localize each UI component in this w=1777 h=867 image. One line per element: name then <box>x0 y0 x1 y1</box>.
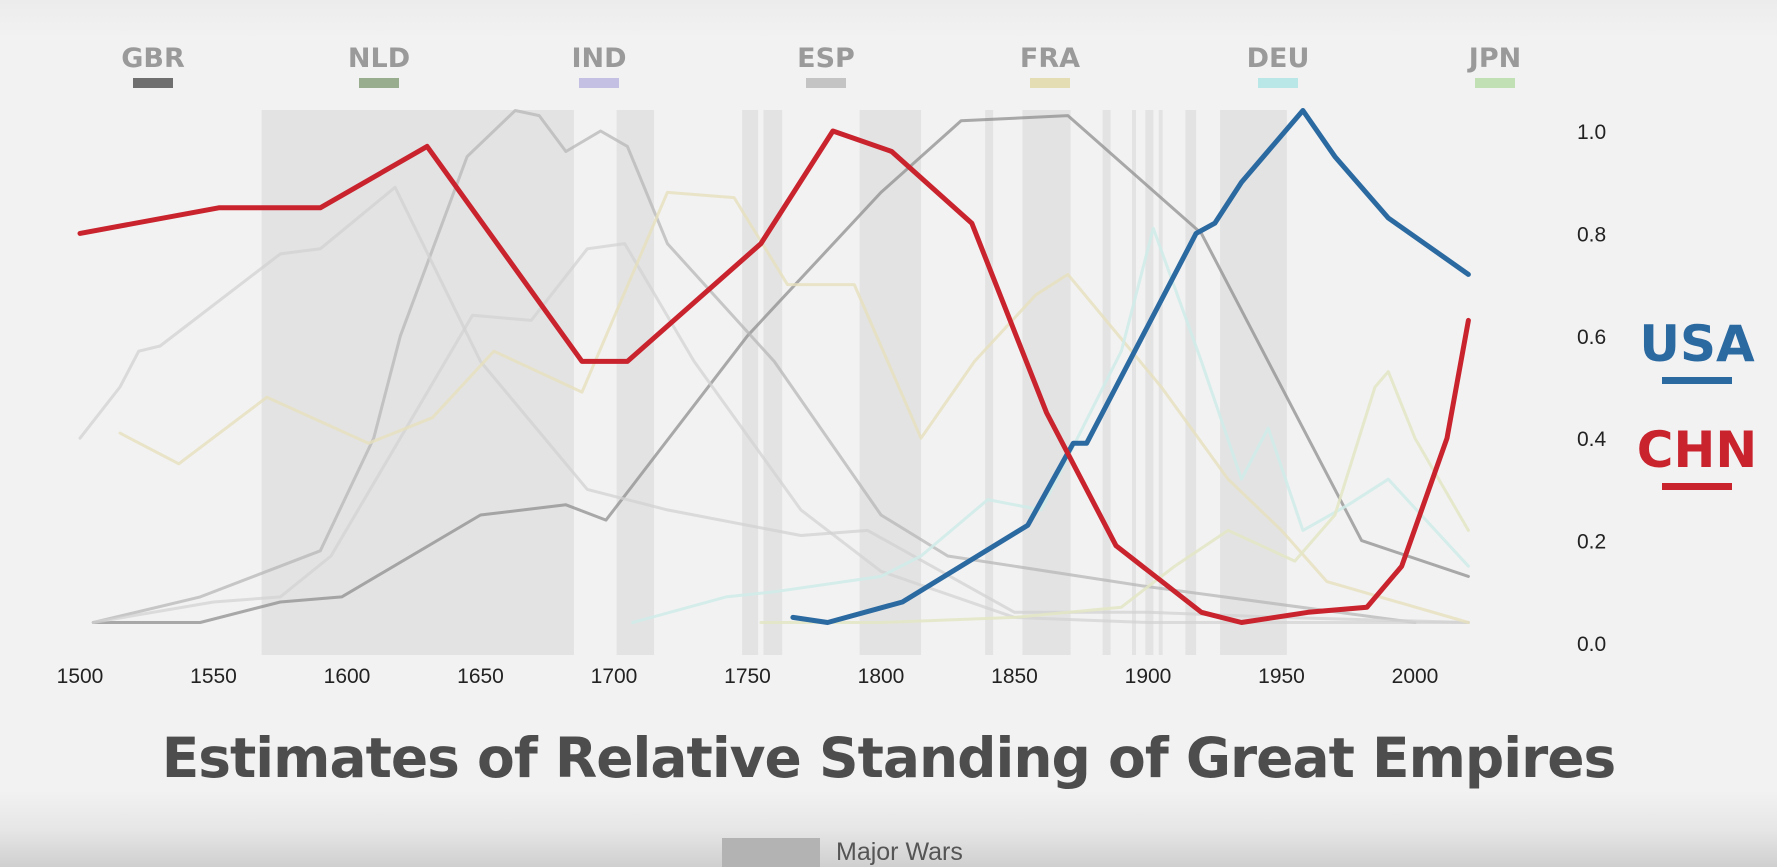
series-line-ind <box>91 242 1470 624</box>
focus-label-underline <box>1662 483 1732 490</box>
legend-swatch <box>1258 78 1298 88</box>
x-tick-label: 1850 <box>991 665 1038 688</box>
focus-label-usa: USA <box>1639 315 1755 384</box>
war-period-band <box>1022 110 1071 655</box>
y-axis-ticks: 0.0 0.2 0.4 0.6 0.8 1.0 <box>1577 121 1607 656</box>
chart-title: Estimates of Relative Standing of Great … <box>161 726 1617 790</box>
x-tick-label: 1700 <box>591 665 638 688</box>
wars-legend-swatch <box>722 838 820 867</box>
war-period-band <box>1158 110 1163 655</box>
legend-label: JPN <box>1467 43 1521 74</box>
legend-label: GBR <box>121 43 185 74</box>
war-period-band <box>1131 110 1136 655</box>
war-periods <box>261 110 1287 655</box>
legend-swatch <box>579 78 619 88</box>
focus-label-text: CHN <box>1637 421 1757 479</box>
war-period-band <box>1185 110 1197 655</box>
focus-label-underline <box>1662 377 1732 384</box>
x-tick-label: 1900 <box>1125 665 1172 688</box>
focus-label-text: USA <box>1639 315 1755 373</box>
x-tick-label: 1650 <box>457 665 504 688</box>
legend-item-nld: NLD <box>348 43 410 88</box>
y-tick-label: 0.4 <box>1577 428 1607 451</box>
war-period-band <box>1220 110 1287 655</box>
legend: GBR NLD IND ESP FRA DEU JPN <box>121 43 1521 88</box>
x-axis-ticks: 1500 1550 1600 1650 1700 1750 1800 1850 1900 1950… <box>57 665 1439 688</box>
series-line-deu <box>631 226 1470 624</box>
legend-item-fra: FRA <box>1020 43 1080 88</box>
wars-legend: Major Wars <box>722 838 963 867</box>
legend-swatch <box>806 78 846 88</box>
x-tick-label: 1800 <box>858 665 905 688</box>
y-tick-label: 0.0 <box>1577 633 1606 656</box>
series-line-chn <box>77 128 1471 625</box>
x-tick-label: 1600 <box>324 665 371 688</box>
war-period-band <box>742 110 759 655</box>
y-tick-label: 1.0 <box>1577 121 1606 144</box>
war-period-band <box>985 110 994 655</box>
legend-item-gbr: GBR <box>121 43 185 88</box>
war-period-band <box>1145 110 1154 655</box>
war-period-band <box>616 110 655 655</box>
legend-label: ESP <box>797 43 855 74</box>
legend-item-esp: ESP <box>797 43 855 88</box>
legend-label: FRA <box>1020 43 1080 74</box>
legend-item-ind: IND <box>571 43 627 88</box>
x-tick-label: 1750 <box>724 665 771 688</box>
x-tick-label: 1550 <box>190 665 237 688</box>
y-tick-label: 0.2 <box>1577 531 1606 554</box>
legend-swatch <box>133 78 173 88</box>
war-period-band <box>763 110 783 655</box>
series-line-fra <box>118 190 1470 624</box>
x-tick-label: 1950 <box>1258 665 1305 688</box>
x-tick-label: 1500 <box>57 665 104 688</box>
focus-label-chn: CHN <box>1637 421 1757 490</box>
series-line-usa <box>790 108 1471 625</box>
series-line-gbr <box>91 114 1470 624</box>
legend-label: IND <box>571 43 626 74</box>
legend-label: NLD <box>348 43 410 74</box>
legend-swatch <box>1475 78 1515 88</box>
legend-swatch <box>1030 78 1070 88</box>
legend-item-deu: DEU <box>1247 43 1310 88</box>
series-lines <box>77 108 1471 625</box>
focus-labels: USA CHN <box>1637 315 1757 490</box>
legend-label: DEU <box>1247 43 1310 74</box>
series-line-jpn <box>759 370 1470 624</box>
x-tick-label: 2000 <box>1392 665 1439 688</box>
y-tick-label: 0.8 <box>1577 223 1606 246</box>
war-period-band <box>261 110 574 655</box>
legend-swatch <box>359 78 399 88</box>
legend-item-jpn: JPN <box>1467 43 1521 88</box>
y-tick-label: 0.6 <box>1577 326 1606 349</box>
wars-legend-label: Major Wars <box>836 838 963 866</box>
series-line-nld <box>91 109 1417 624</box>
